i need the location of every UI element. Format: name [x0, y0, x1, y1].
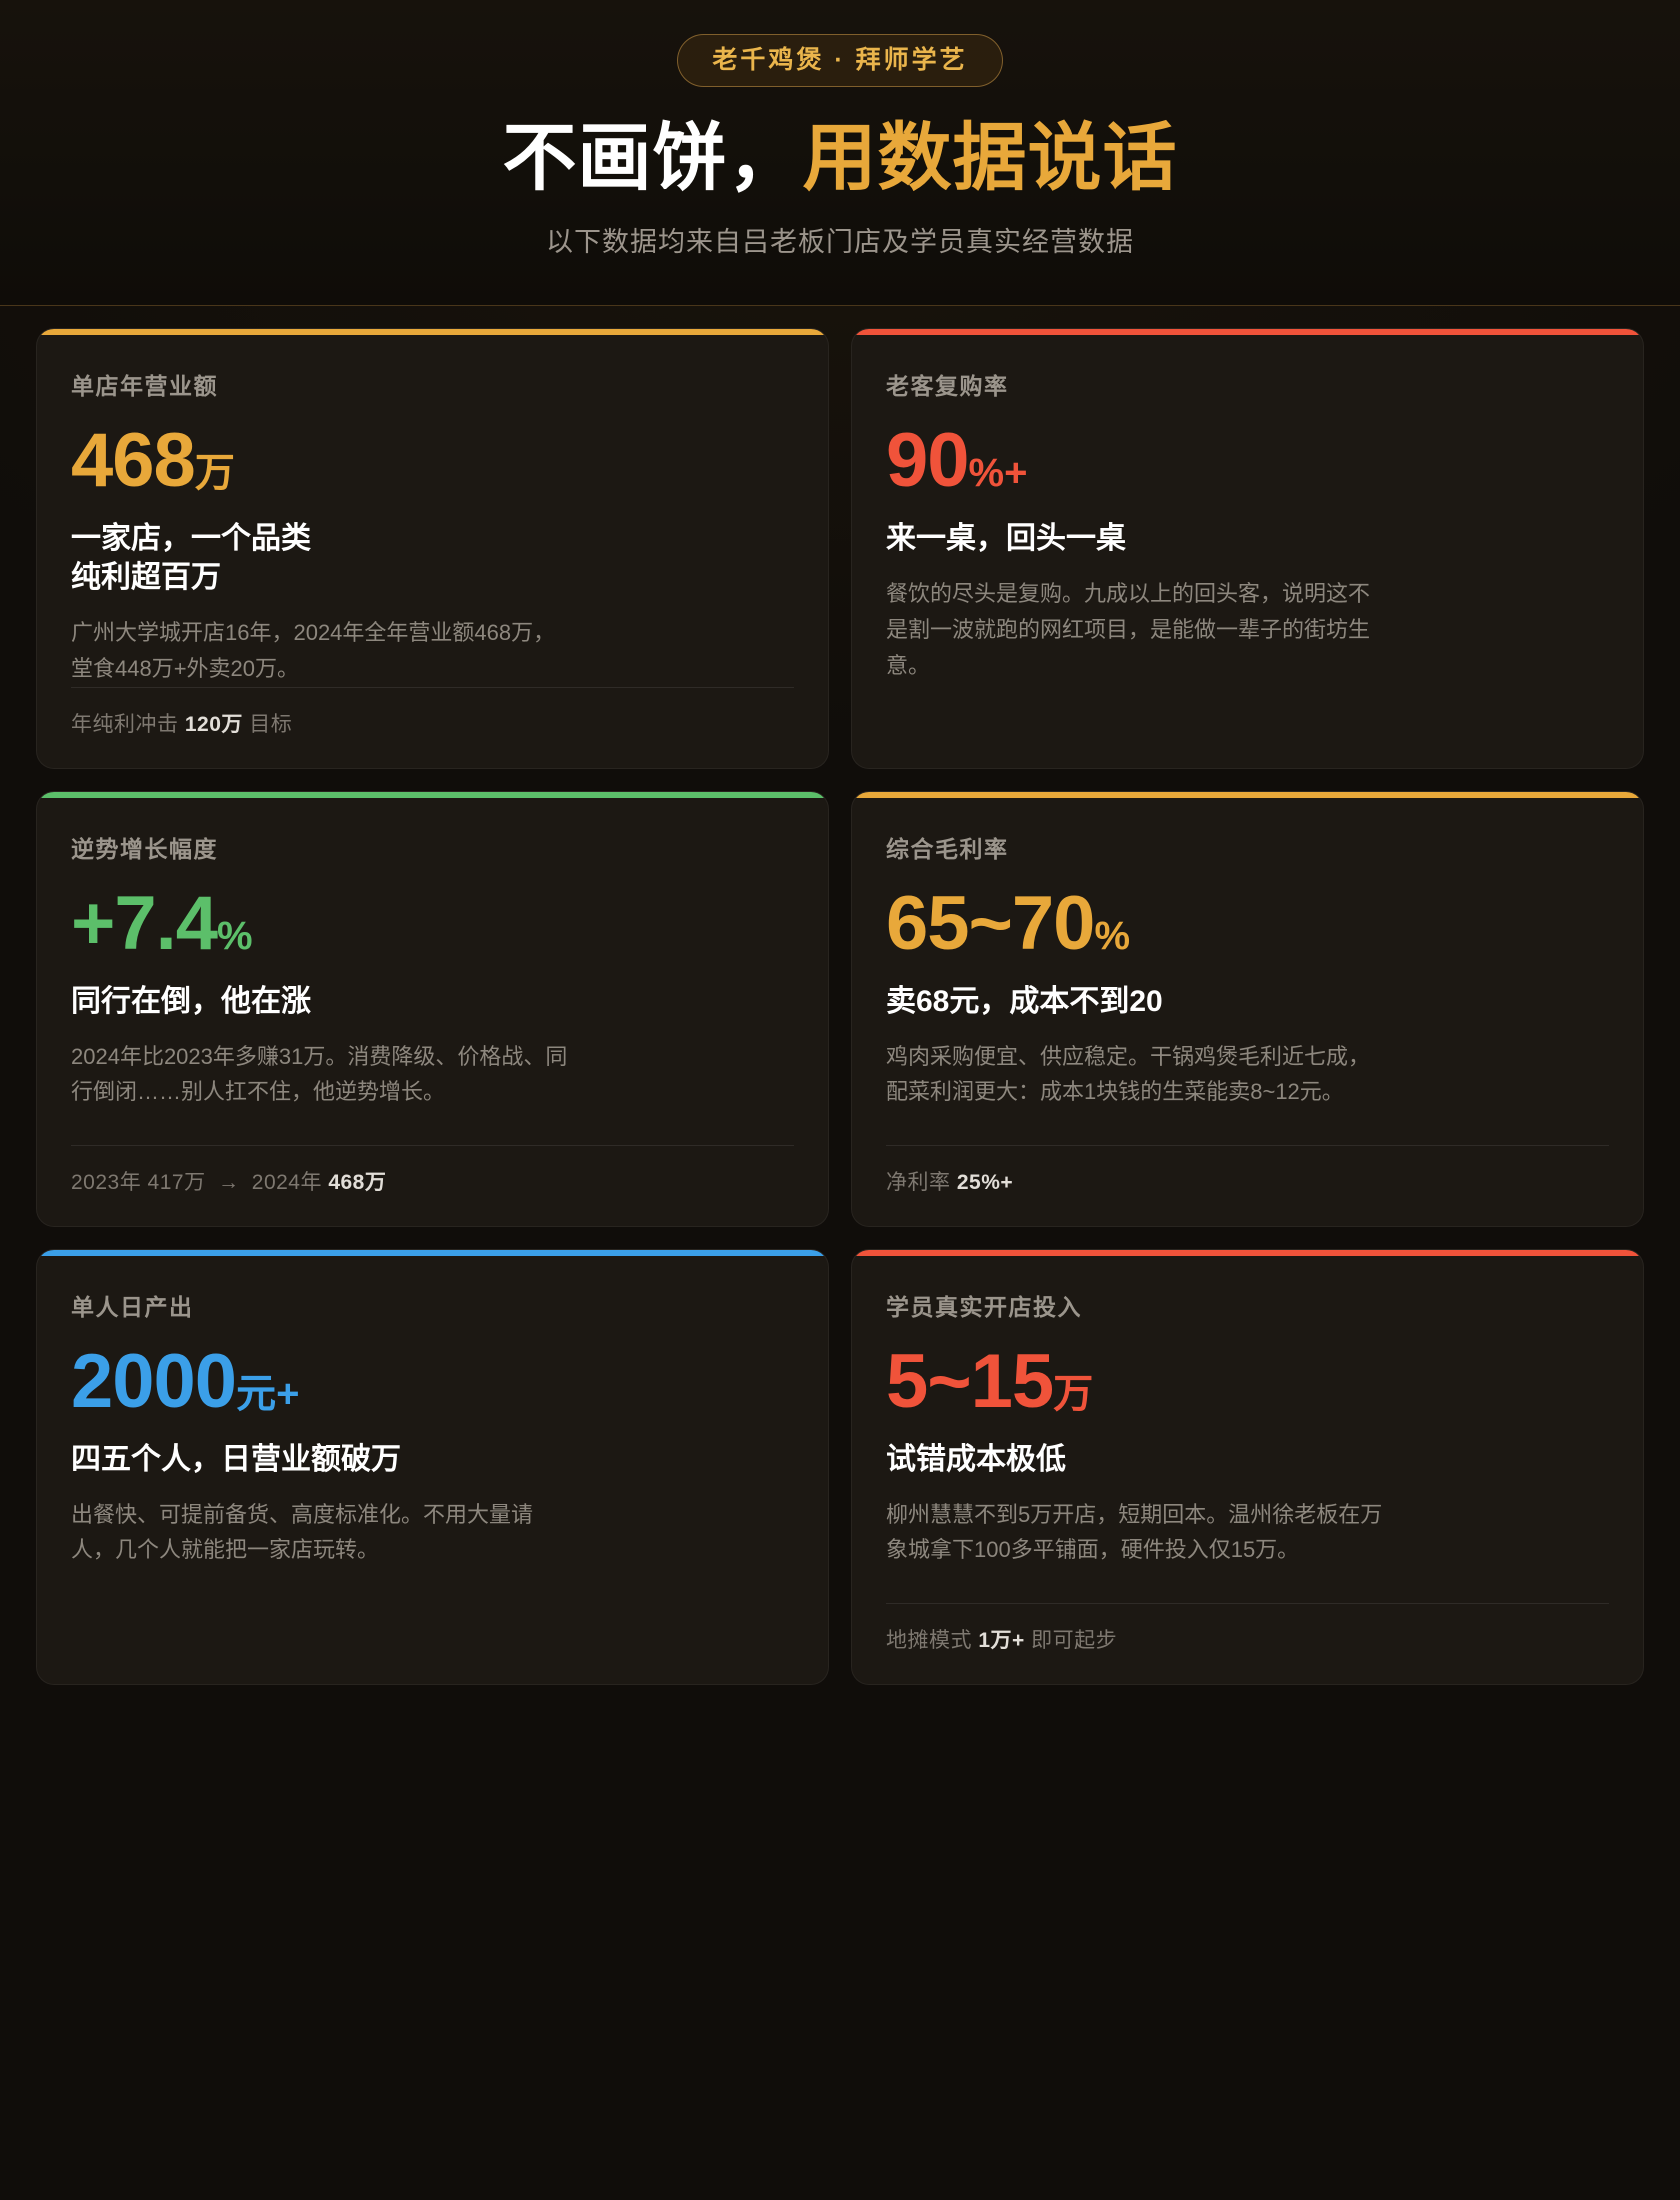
stat-card-output-per-person: 单人日产出 2000元+ 四五个人，日营业额破万 出餐快、可提前备货、高度标准化…	[36, 1248, 829, 1685]
card-footer: 地摊模式 1万+ 即可起步	[886, 1602, 1609, 1654]
card-footer-suffix: 目标	[242, 712, 293, 736]
card-headline: 来一桌，回头一桌	[886, 522, 1126, 556]
card-value-unit: 元+	[236, 1371, 300, 1416]
card-headline: 卖68元，成本不到20	[886, 984, 1163, 1018]
stats-card-grid: 单店年营业额 468万 一家店，一个品类 纯利超百万 广州大学城开店16年，20…	[0, 306, 1680, 1685]
card-value-unit: %	[217, 913, 253, 958]
card-value: 2000元+	[71, 1343, 794, 1420]
card-value-unit: 万	[1053, 1371, 1094, 1416]
stat-card-annual-revenue: 单店年营业额 468万 一家店，一个品类 纯利超百万 广州大学城开店16年，20…	[36, 328, 829, 769]
card-label: 单人日产出	[71, 1293, 194, 1320]
card-footer	[886, 718, 1609, 738]
card-value-number: 90	[886, 418, 970, 504]
stat-card-startup-investment: 学员真实开店投入 5~15万 试错成本极低 柳州慧慧不到5万开店，短期回本。温州…	[851, 1248, 1644, 1685]
card-footer-mid: 2024年	[245, 1170, 329, 1194]
card-value: 65~70%	[886, 885, 1609, 962]
card-label: 单店年营业额	[71, 373, 218, 400]
card-value: 90%+	[886, 423, 1609, 499]
card-footer-prefix: 地摊模式	[886, 1628, 979, 1652]
card-footer-prefix: 2023年 417万	[71, 1170, 212, 1194]
card-value-number: +7.4	[71, 880, 218, 966]
card-description: 广州大学城开店16年，2024年全年营业额468万，堂食448万+外卖20万。	[71, 620, 556, 682]
card-value-number: 5~15	[886, 1338, 1054, 1424]
stat-card-gross-margin: 综合毛利率 65~70% 卖68元，成本不到20 鸡肉采购便宜、供应稳定。干锅鸡…	[851, 790, 1644, 1227]
card-footer-prefix: 净利率	[886, 1170, 957, 1194]
stat-card-repurchase-rate: 老客复购率 90%+ 来一桌，回头一桌 餐饮的尽头是复购。九成以上的回头客，说明…	[851, 328, 1644, 769]
card-footer-strong: 468万	[328, 1170, 387, 1194]
card-description: 2024年比2023年多赚31万。消费降级、价格战、同行倒闭……别人扛不住，他逆…	[71, 1043, 568, 1105]
card-headline: 试错成本极低	[886, 1442, 1066, 1476]
card-value-unit: %+	[968, 451, 1028, 496]
card-footer-strong: 120万	[184, 712, 243, 736]
card-value-number: 2000	[71, 1338, 237, 1424]
card-footer: 2023年 417万 → 2024年 468万	[71, 1144, 794, 1196]
page-subtitle: 以下数据均来自吕老板门店及学员真实经营数据	[546, 227, 1134, 258]
card-footer-strong: 1万+	[978, 1628, 1025, 1652]
stat-card-growth-rate: 逆势增长幅度 +7.4% 同行在倒，他在涨 2024年比2023年多赚31万。消…	[36, 790, 829, 1227]
page-header: 老千鸡煲 · 拜师学艺 不画饼，用数据说话 以下数据均来自吕老板门店及学员真实经…	[0, 0, 1680, 307]
card-label: 逆势增长幅度	[71, 835, 218, 862]
card-footer: 年纯利冲击 120万 目标	[71, 686, 794, 738]
card-value: +7.4%	[71, 885, 794, 962]
card-value-number: 468	[71, 418, 196, 504]
brand-badge: 老千鸡煲 · 拜师学艺	[677, 34, 1003, 87]
card-label: 综合毛利率	[886, 835, 1009, 862]
page-title-white: 不画饼，	[502, 116, 803, 199]
card-footer	[71, 1634, 794, 1654]
card-value-unit: %	[1094, 913, 1131, 958]
card-footer: 净利率 25%+	[886, 1144, 1609, 1196]
card-value-number: 65~70	[886, 880, 1095, 966]
card-description: 出餐快、可提前备货、高度标准化。不用大量请人，几个人就能把一家店玩转。	[71, 1501, 534, 1563]
card-value: 468万	[71, 423, 794, 499]
arrow-right-icon: →	[217, 1170, 240, 1194]
page-title-accent: 用数据说话	[802, 116, 1178, 199]
card-label: 学员真实开店投入	[886, 1293, 1082, 1320]
card-value-unit: 万	[194, 451, 235, 496]
card-value: 5~15万	[886, 1343, 1609, 1420]
card-description: 餐饮的尽头是复购。九成以上的回头客，说明这不是割一波就跑的网红项目，是能做一辈子…	[886, 581, 1371, 678]
card-headline: 同行在倒，他在涨	[71, 984, 311, 1018]
card-footer-prefix: 年纯利冲击	[71, 712, 185, 736]
card-headline: 四五个人，日营业额破万	[71, 1442, 401, 1476]
card-description: 鸡肉采购便宜、供应稳定。干锅鸡煲毛利近七成，配菜利润更大：成本1块钱的生菜能卖8…	[886, 1043, 1371, 1105]
card-footer-suffix: 即可起步	[1024, 1628, 1118, 1652]
card-label: 老客复购率	[886, 373, 1009, 400]
card-description: 柳州慧慧不到5万开店，短期回本。温州徐老板在万象城拿下100多平铺面，硬件投入仅…	[886, 1501, 1383, 1563]
card-footer-strong: 25%+	[956, 1170, 1014, 1194]
card-headline: 一家店，一个品类 纯利超百万	[71, 522, 311, 595]
page-title: 不画饼，用数据说话	[0, 117, 1680, 198]
